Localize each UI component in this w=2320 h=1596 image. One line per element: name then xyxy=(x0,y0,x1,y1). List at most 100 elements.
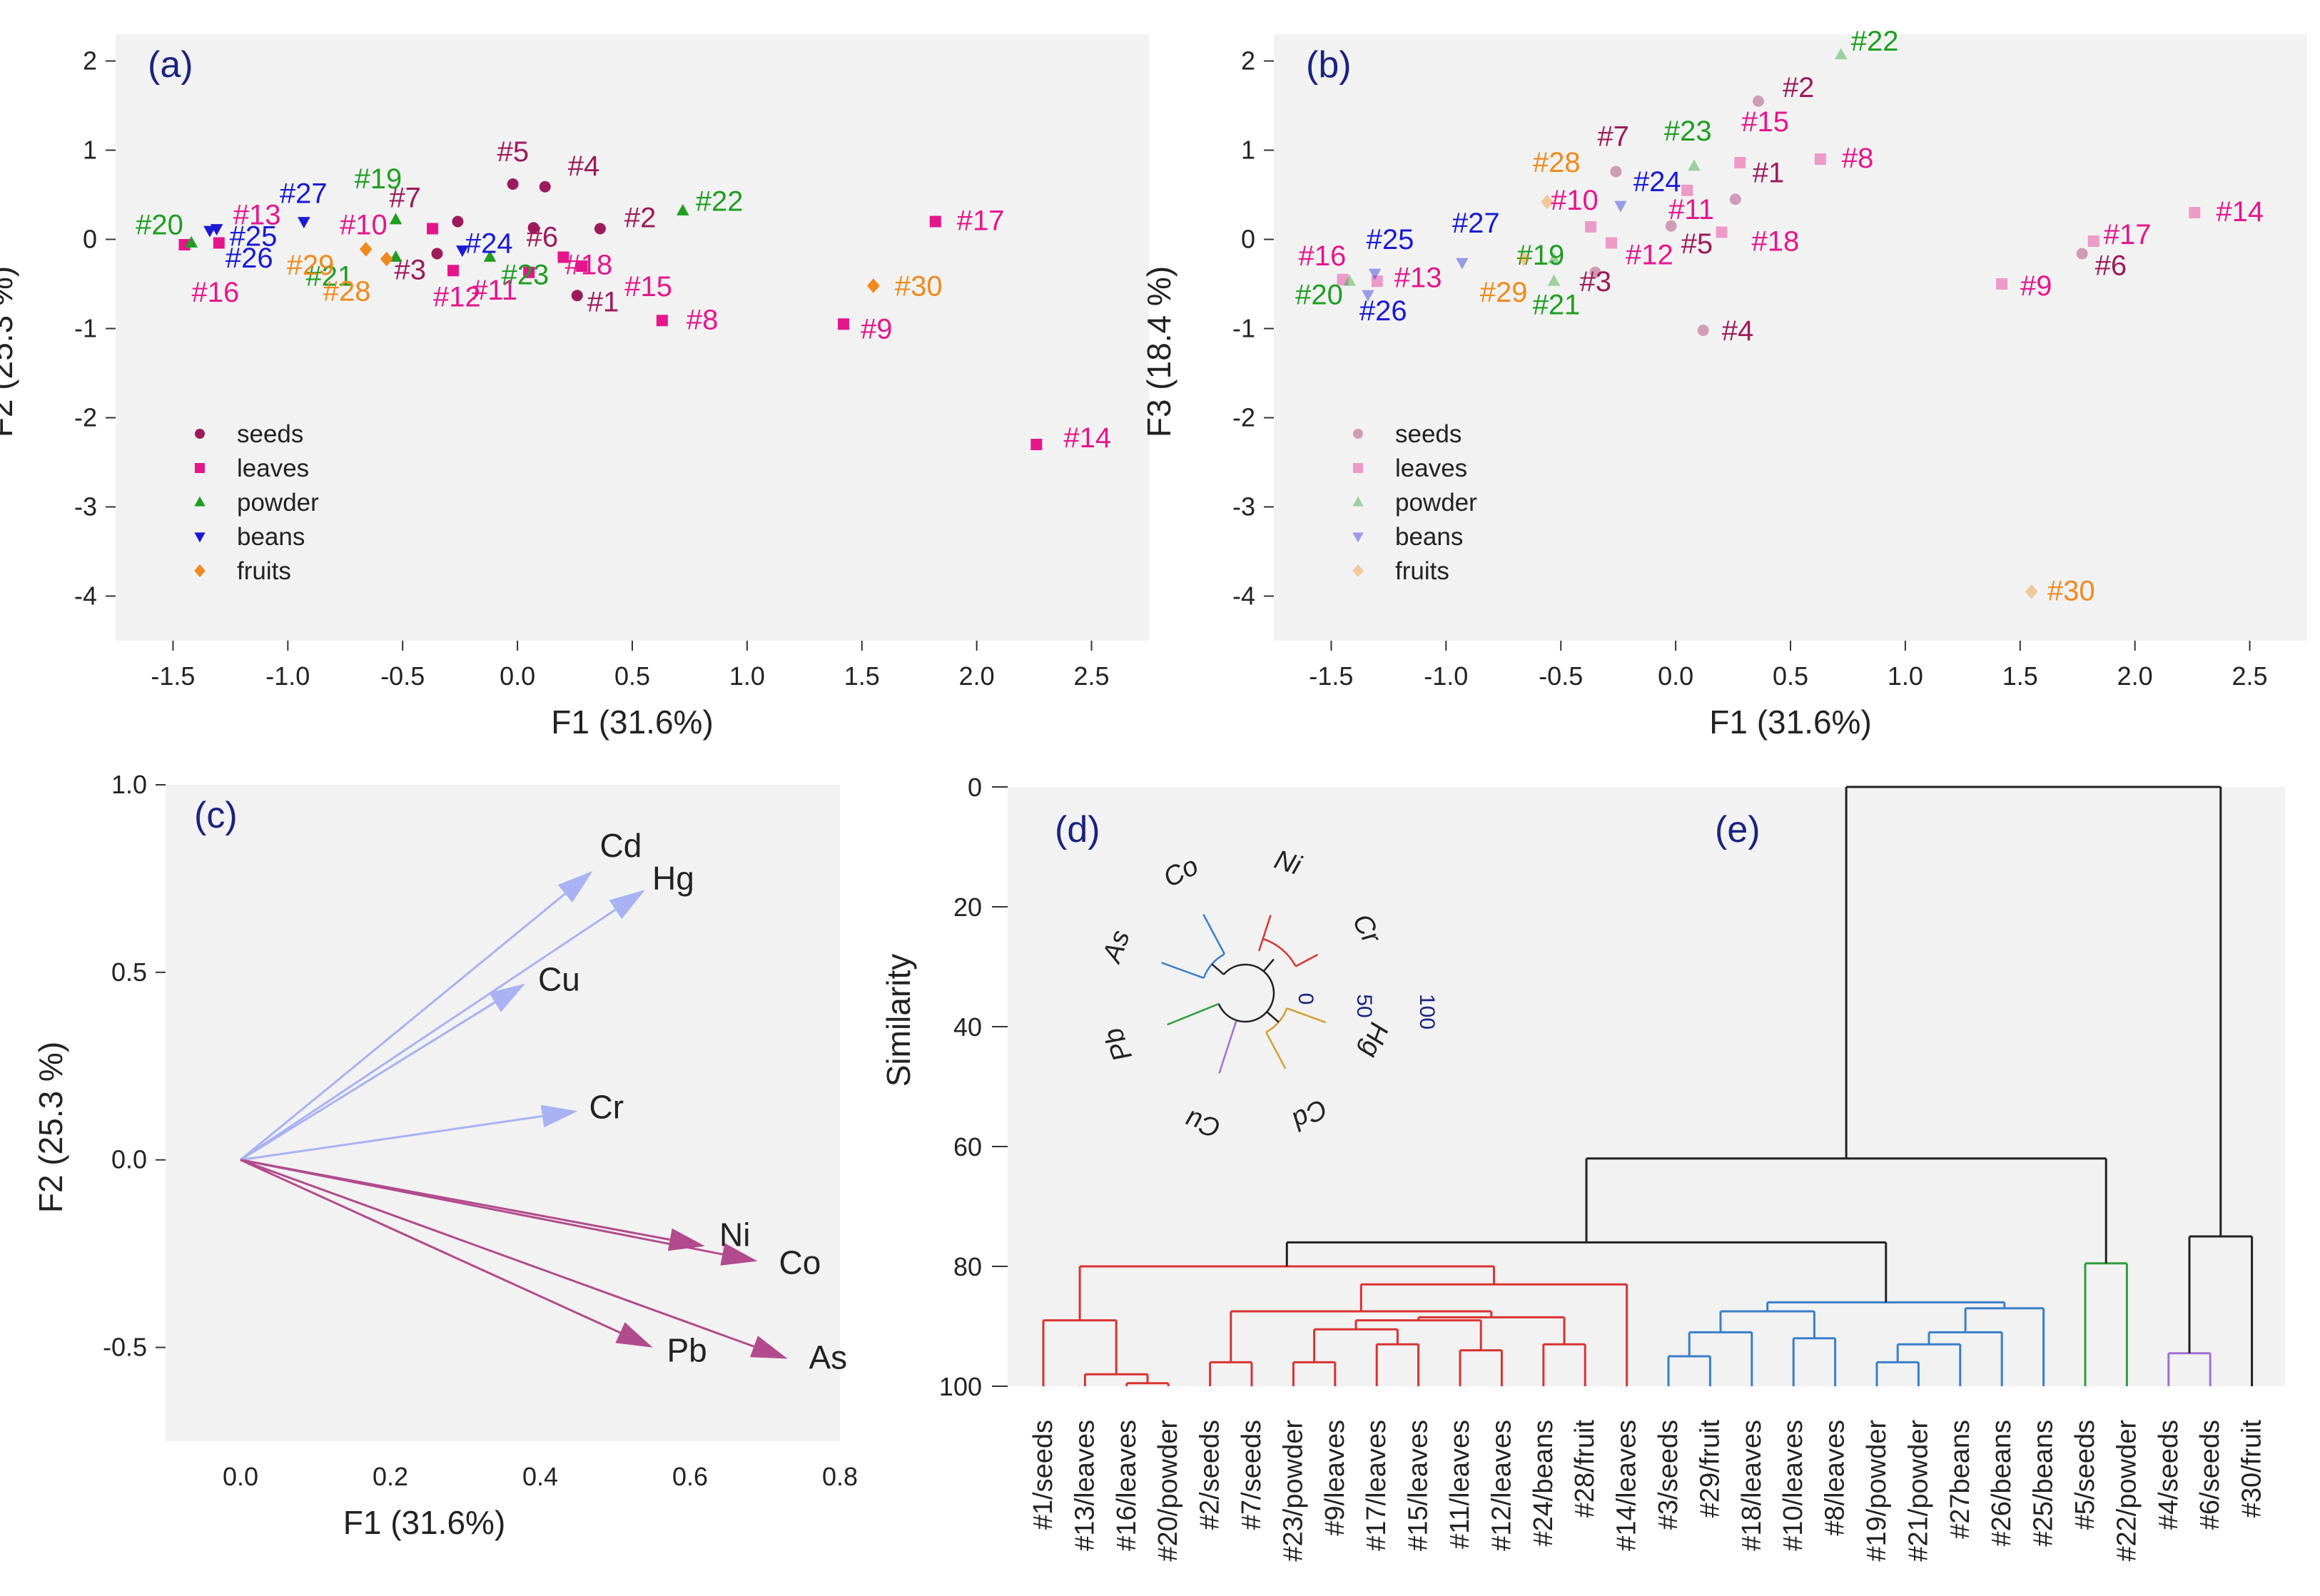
point-label: #24 xyxy=(1633,166,1681,198)
data-point xyxy=(447,265,460,277)
leaf-label: #26/beans xyxy=(1987,1420,2017,1547)
plot-background xyxy=(1274,34,2307,641)
y-tick-label: -4 xyxy=(1232,581,1255,611)
vector-label: Hg xyxy=(652,860,694,897)
vector-arrowhead xyxy=(750,1336,788,1359)
panel-a-scatter: (a) -1.5 -1.0 -0.5 0.0 0.5 1.0 1.5 2.0 2.5 2 1 0 -1 -2… xyxy=(0,34,1149,741)
point-label: #26 xyxy=(226,243,273,274)
radial-arc xyxy=(1262,970,1275,1013)
data-point xyxy=(2025,584,2038,599)
point-label: #2 xyxy=(1783,72,1815,103)
y-tick-label: 1.0 xyxy=(111,770,147,799)
x-tick-label: 0.5 xyxy=(1773,661,1808,691)
point-label: #7 xyxy=(389,183,421,214)
y-tick-label: -1 xyxy=(74,314,97,343)
y-axis-title: F2 (25.3 %) xyxy=(0,266,19,437)
point-label: #19 xyxy=(355,163,402,195)
point-label: #29 xyxy=(287,250,335,281)
x-tick-label: 2.0 xyxy=(2117,661,2153,691)
legend-label: powder xyxy=(1395,489,1477,517)
legend-marker xyxy=(194,532,206,543)
leaf-label: #1/seeds xyxy=(1028,1420,1058,1530)
y-tick-label: 0 xyxy=(1241,225,1255,254)
radial-branch xyxy=(1266,1011,1280,1023)
leaf-label: #25/beans xyxy=(2029,1420,2059,1547)
legend-label: fruits xyxy=(237,557,291,585)
y-tick-label: 20 xyxy=(953,893,982,922)
data-point xyxy=(1589,266,1601,278)
data-point xyxy=(1547,274,1561,286)
vector-arrowhead xyxy=(609,890,645,920)
data-point xyxy=(483,250,497,262)
y-tick-label: 2 xyxy=(1241,46,1255,76)
data-point xyxy=(571,290,583,302)
data-point xyxy=(2076,248,2088,260)
radial-branch xyxy=(1202,914,1225,955)
radial-branch xyxy=(1265,1032,1287,1069)
data-point xyxy=(2087,235,2099,247)
point-label: #15 xyxy=(1741,106,1789,138)
data-point xyxy=(867,278,880,293)
data-point xyxy=(427,223,439,235)
point-label: #4 xyxy=(568,151,600,182)
point-label: #27 xyxy=(280,178,328,210)
data-point xyxy=(1610,166,1622,178)
data-point xyxy=(1541,194,1554,210)
x-tick-label: 0.0 xyxy=(500,661,535,691)
data-point xyxy=(213,237,225,249)
point-label: #10 xyxy=(1551,185,1599,216)
point-label: #7 xyxy=(1597,121,1629,153)
data-point xyxy=(452,215,464,228)
x-tick-label: -1.0 xyxy=(265,661,310,691)
point-label: #9 xyxy=(2020,270,2052,302)
loading-vector xyxy=(240,908,617,1161)
point-label: #16 xyxy=(1299,240,1347,272)
point-label: #23 xyxy=(1664,116,1712,147)
leaf-label: #30/fruit xyxy=(2237,1420,2267,1518)
point-label: #29 xyxy=(1480,277,1528,308)
loading-vector xyxy=(240,893,566,1161)
x-axis-title: F1 (31.6%) xyxy=(343,1504,506,1541)
data-point xyxy=(1729,193,1741,205)
y-axis-title: F3 (18.4 %) xyxy=(1140,266,1177,437)
vector-label: Cr xyxy=(589,1088,624,1125)
data-point xyxy=(507,178,519,190)
y-tick-label: 0.5 xyxy=(111,957,147,987)
point-label: #6 xyxy=(2095,250,2127,282)
panel-label: (e) xyxy=(1715,809,1761,850)
data-point xyxy=(527,222,540,234)
point-label: #25 xyxy=(230,221,278,253)
point-label: #1 xyxy=(1753,157,1785,188)
data-point xyxy=(1585,221,1597,233)
data-point xyxy=(1614,200,1627,213)
point-label: #5 xyxy=(497,136,530,168)
plot-background xyxy=(1008,787,2285,1386)
point-label: #13 xyxy=(233,200,281,231)
radial-branch xyxy=(1218,1020,1237,1074)
leaf-label: #29/fruit xyxy=(1695,1420,1725,1518)
data-point xyxy=(1371,275,1383,288)
y-tick-label: -3 xyxy=(1232,492,1255,522)
data-point xyxy=(656,315,668,327)
data-point xyxy=(594,223,606,235)
vector-arrowhead xyxy=(489,983,525,1012)
data-point xyxy=(1681,184,1693,196)
data-point xyxy=(1752,95,1764,107)
data-point xyxy=(1665,220,1677,232)
vector-arrowhead xyxy=(540,1104,578,1128)
x-tick-label: -0.5 xyxy=(380,661,425,691)
data-point xyxy=(838,318,850,330)
point-label: #21 xyxy=(1533,289,1581,320)
data-point xyxy=(431,248,443,260)
data-point xyxy=(298,217,310,229)
radial-branch xyxy=(1295,953,1319,967)
data-point xyxy=(1734,157,1746,168)
point-label: #22 xyxy=(696,186,744,218)
point-label: #22 xyxy=(1851,26,1899,57)
data-point xyxy=(1456,258,1469,270)
y-tick-label: 80 xyxy=(953,1252,982,1281)
x-tick-label: 2.5 xyxy=(1074,661,1110,691)
y-axis-title: F2 (25.3 %) xyxy=(32,1042,69,1213)
data-point xyxy=(185,235,198,248)
point-label: #11 xyxy=(1668,194,1714,225)
